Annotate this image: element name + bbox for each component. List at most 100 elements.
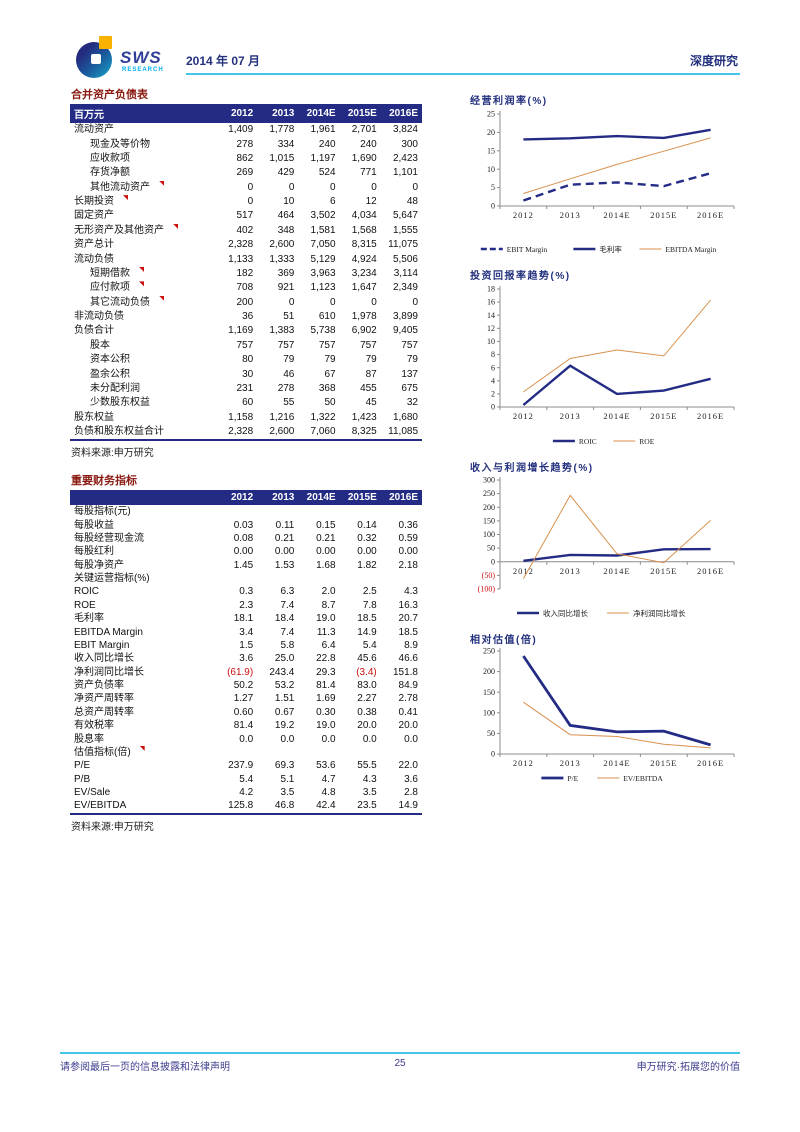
row-label: 负债和股东权益合计 <box>74 426 164 438</box>
cell-value: 0 <box>371 296 377 308</box>
row-label: 无形资产及其他资产 <box>70 223 216 238</box>
cell-value: 3.5 <box>280 787 295 799</box>
series-line <box>523 137 711 194</box>
cell-value: 79 <box>324 354 336 366</box>
year-column-header: 2016E <box>380 490 422 506</box>
y-tick-label: 18 <box>487 285 495 294</box>
cell-value: 455 <box>360 382 377 394</box>
cell-value: 8.9 <box>404 639 418 651</box>
table-row: 收入同比增长 3.6 25.0 22.8 45.6 46.6 <box>70 652 422 665</box>
year-column-header: 2013 <box>257 104 299 123</box>
cell-value: 0 <box>288 296 295 308</box>
row-label: 股东权益 <box>74 411 114 423</box>
cell-value: 675 <box>401 382 418 394</box>
table-row: 短期借款 182 369 3,963 3,234 3,114 <box>70 266 422 281</box>
cell-value: 1,690 <box>351 152 377 164</box>
cell-value: 334 <box>277 138 295 150</box>
cell-value: 1,133 <box>228 253 254 265</box>
cell-value: 50.2 <box>233 680 254 692</box>
y-tick-label: 16 <box>487 298 495 307</box>
y-tick-label: 14 <box>487 311 495 320</box>
cell-value: 23.5 <box>357 800 377 812</box>
table-row: EV/Sale 4.2 3.5 4.8 3.5 2.8 <box>70 786 422 799</box>
y-tick-label: 25 <box>487 110 495 119</box>
chart-growth-trend: 收入与利润增长趋势(%) (100) (50) 0 50 100 150 200 250 300… <box>468 459 740 627</box>
cell-value: 19.0 <box>316 720 336 732</box>
y-tick-label: (100) <box>478 585 496 594</box>
comment-marker-icon <box>159 180 164 186</box>
cell-value: 19.2 <box>274 720 295 732</box>
cell-value: 18.4 <box>274 613 295 625</box>
cell-value: 0.00 <box>398 546 418 558</box>
cell-value: 7.4 <box>280 599 295 611</box>
cell-value: 51 <box>283 311 295 323</box>
table-row: 每股收益 0.03 0.11 0.15 0.14 0.36 <box>70 519 422 532</box>
cell-value: 0.0 <box>362 733 377 745</box>
cell-value: 0.0 <box>239 733 254 745</box>
row-label: 短期借款 <box>70 266 216 281</box>
cell-value <box>340 505 381 518</box>
table-row: 每股红利 0.00 0.00 0.00 0.00 0.00 <box>70 545 422 558</box>
footer-slogan: 申万研究·拓展您的价值 <box>636 1062 740 1073</box>
table-row: 资本公积 80 79 79 79 79 <box>70 353 422 367</box>
row-label: 每股红利 <box>74 546 114 558</box>
row-label: 股本 <box>90 339 110 351</box>
cell-value: 200 <box>236 296 254 308</box>
cell-value: 10 <box>283 196 295 208</box>
cell-value: 14.9 <box>357 626 377 638</box>
cell-value: 11,085 <box>388 426 418 438</box>
cell-value: 53.2 <box>274 680 295 692</box>
legend-label: P/E <box>567 774 578 783</box>
cell-value <box>257 505 298 518</box>
year-column-header: 2012 <box>216 104 258 123</box>
row-label: 净资产周转率 <box>74 693 134 705</box>
comment-marker-icon <box>139 746 145 751</box>
cell-value: 2,349 <box>392 282 418 294</box>
chart-title: 收入与利润增长趋势(%) <box>470 463 594 474</box>
cell-value: 1,778 <box>269 124 295 136</box>
cell-value: 402 <box>236 224 254 236</box>
cell-value: 1,169 <box>228 325 254 337</box>
row-label: 少数股东权益 <box>90 397 150 409</box>
table-row: EV/EBITDA 125.8 46.8 42.4 23.5 14.9 <box>70 800 422 814</box>
cell-value: 0.41 <box>398 706 418 718</box>
cell-value: 79 <box>283 354 295 366</box>
row-label: 负债合计 <box>74 325 114 337</box>
cell-value: 3,963 <box>310 267 336 279</box>
chart-title: 经营利润率(%) <box>470 96 548 107</box>
series-line <box>523 701 711 749</box>
cell-value: 0.3 <box>239 586 254 598</box>
y-tick-label: 150 <box>483 517 495 526</box>
cell-value: 67 <box>324 368 336 380</box>
cell-value: 517 <box>236 210 254 222</box>
return-trend-line-chart: 0 2 4 6 8 10 12 14 16 18 2012 2013 2014E 2015E 2016E RO… <box>487 285 735 446</box>
table-row: 无形资产及其他资产 402 348 1,581 1,568 1,555 <box>70 223 422 238</box>
year-column-header: 2016E <box>380 104 422 123</box>
legend-label: 净利润同比增长 <box>633 608 686 618</box>
series-line <box>522 494 711 579</box>
cell-value: 278 <box>236 138 254 150</box>
row-label: 每股指标(元) <box>74 506 131 518</box>
year-column-header: 2015E <box>339 490 381 506</box>
cell-value: 69.3 <box>274 760 295 772</box>
cell-value: 862 <box>236 152 254 164</box>
x-tick-label: 2014E <box>603 758 630 768</box>
unit-header <box>70 490 216 506</box>
y-tick-label: 200 <box>483 667 495 676</box>
legend-label: ROIC <box>579 437 597 446</box>
cell-value: 79 <box>365 354 377 366</box>
cell-value: 4.8 <box>321 787 336 799</box>
cell-value: 137 <box>401 368 418 380</box>
row-label: 其他流动资产 <box>70 180 216 195</box>
cell-value: 1,568 <box>351 224 377 236</box>
row-label: 应付款项 <box>70 281 216 295</box>
legend-label: 毛利率 <box>599 244 622 254</box>
cell-value: 5.1 <box>280 773 295 785</box>
row-label: 毛利率 <box>74 613 104 625</box>
cell-value: 151.8 <box>392 666 418 678</box>
cell-value: 0 <box>412 296 418 308</box>
table-row: P/B 5.4 5.1 4.7 4.3 3.6 <box>70 773 422 786</box>
cell-value: 5.8 <box>280 639 295 651</box>
y-tick-label: 250 <box>483 647 495 656</box>
cell-value: 7.4 <box>280 626 295 638</box>
